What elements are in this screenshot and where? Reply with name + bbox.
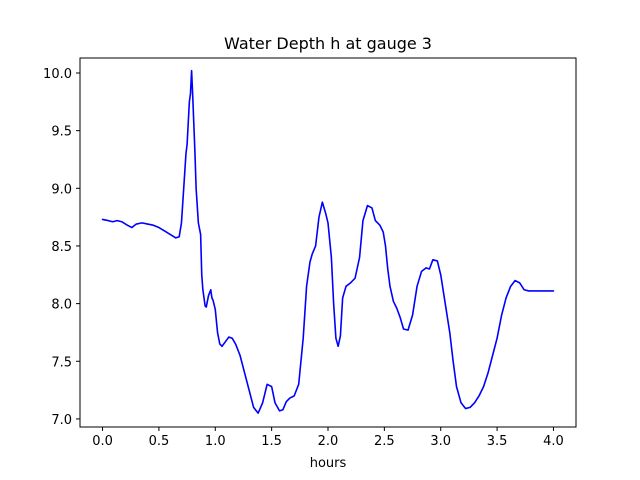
x-axis-ticks: 0.0 0.5 1.0 1.5 2.0 2.5 3.0 3.5 4.0 [92,427,564,449]
chart-title: Water Depth h at gauge 3 [224,34,432,53]
x-tick-label: 0.5 [149,434,170,449]
y-tick-label: 10.0 [43,67,72,82]
x-tick-label: 1.5 [261,434,282,449]
depth-series-line [101,69,555,414]
x-axis-label: hours [310,456,347,471]
y-tick-label: 8.5 [51,240,72,255]
x-tick-label: 3.0 [430,434,451,449]
x-tick-label: 3.5 [487,434,508,449]
y-axis-ticks: 7.0 7.5 8.0 8.5 9.0 9.5 10.0 [43,67,80,428]
x-tick-label: 2.5 [374,434,395,449]
y-tick-label: 9.0 [51,182,72,197]
plot-area-frame [79,57,577,428]
y-tick-label: 7.0 [51,413,72,428]
x-tick-label: 1.0 [205,434,226,449]
y-tick-label: 8.0 [51,298,72,313]
x-tick-label: 0.0 [92,434,113,449]
x-tick-label: 2.0 [318,434,339,449]
y-tick-label: 9.5 [51,125,72,140]
y-tick-label: 7.5 [51,355,72,370]
series-layer [101,69,555,414]
x-tick-label: 4.0 [543,434,564,449]
